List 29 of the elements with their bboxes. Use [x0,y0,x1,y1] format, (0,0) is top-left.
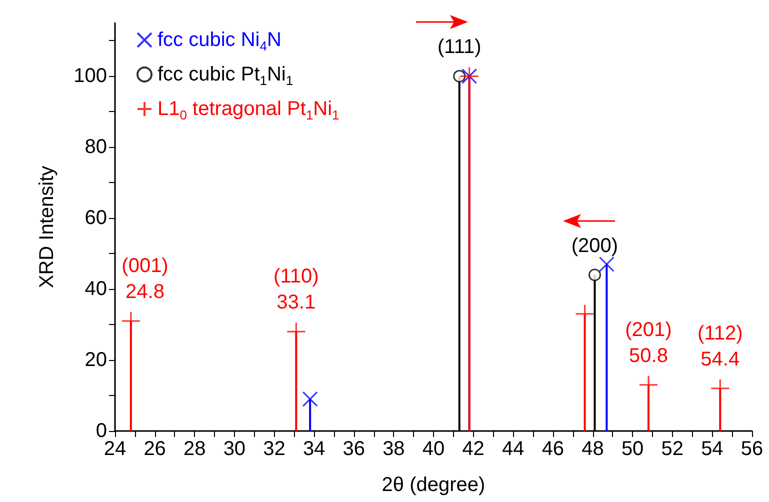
y-axis-title: XRD Intensity [36,166,58,288]
x-tick-label: 30 [223,438,246,460]
x-tick-label: 56 [740,438,764,460]
y-tick-label: 40 [84,278,107,300]
y-tick-label: 100 [74,65,107,88]
x-tick-label: 44 [502,438,524,460]
x-tick-label: 36 [342,438,365,460]
annotation: (201) 50.8 [625,318,672,367]
x-tick-label: 28 [184,438,206,460]
x-tick-label: 46 [542,438,564,460]
annotation: (112) 54.4 [698,322,743,370]
x-tick-label: 40 [422,438,445,460]
x-tick-label: 50 [621,438,644,460]
y-tick-label: 20 [84,349,107,372]
x-tick-label: 42 [462,438,484,460]
annotation: (110) 33.1 [274,266,319,314]
annotation: (200) [571,234,618,257]
annotation: (001) 24.8 [122,255,168,304]
annotation: (111) [438,36,482,58]
x-tick-label: 48 [582,438,604,460]
x-tick-label: 34 [302,438,326,460]
x-axis-title: 2θ (degree) [382,474,486,496]
x-tick-label: 52 [661,438,684,460]
y-tick-label: 80 [84,136,107,158]
y-tick-label: 60 [84,207,107,230]
x-tick-label: 38 [382,438,405,460]
x-tick-label: 26 [144,438,166,460]
x-tick-label: 54 [701,438,724,460]
x-tick-label: 32 [263,438,286,460]
